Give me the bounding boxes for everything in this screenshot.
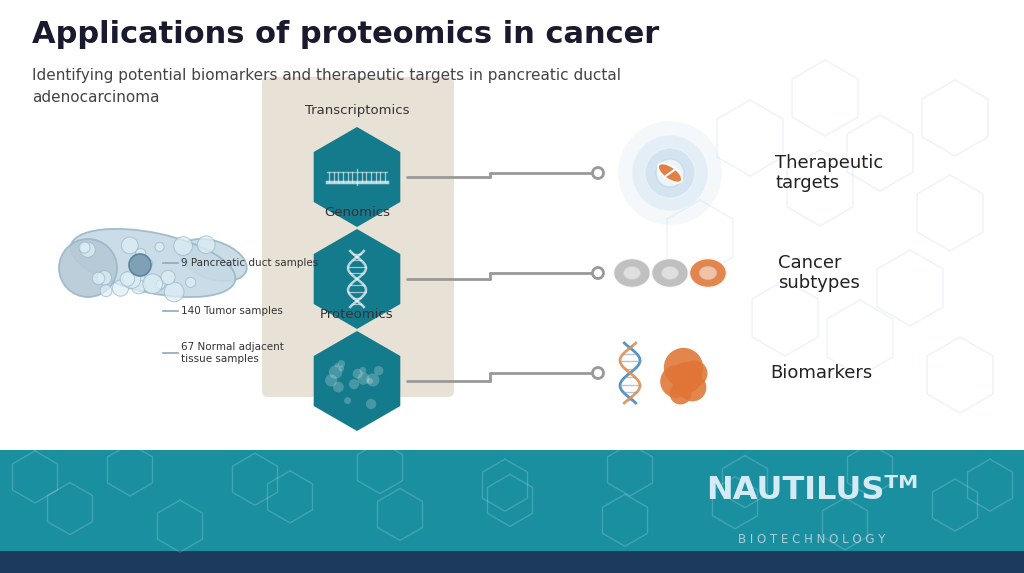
Circle shape: [135, 249, 145, 259]
Text: NAUTILUSᵀᴹ: NAUTILUSᵀᴹ: [706, 475, 919, 506]
Ellipse shape: [71, 229, 236, 297]
Circle shape: [174, 237, 193, 256]
Polygon shape: [313, 229, 400, 329]
Text: Cancer
subtypes: Cancer subtypes: [778, 254, 860, 292]
Text: 67 Normal adjacent
tissue samples: 67 Normal adjacent tissue samples: [181, 342, 284, 364]
Circle shape: [618, 121, 722, 225]
Ellipse shape: [662, 266, 679, 280]
Text: Genomics: Genomics: [324, 206, 390, 219]
Circle shape: [335, 363, 339, 367]
Circle shape: [367, 374, 380, 387]
Ellipse shape: [613, 258, 651, 288]
Circle shape: [338, 360, 345, 368]
Ellipse shape: [624, 266, 640, 280]
Polygon shape: [313, 127, 400, 227]
Circle shape: [161, 270, 175, 285]
Circle shape: [198, 236, 215, 254]
Circle shape: [326, 374, 337, 386]
Ellipse shape: [689, 258, 727, 288]
Point: [672, 388, 688, 398]
Circle shape: [366, 399, 376, 409]
Text: Applications of proteomics in cancer: Applications of proteomics in cancer: [32, 20, 659, 49]
Circle shape: [367, 378, 373, 384]
Circle shape: [123, 270, 140, 288]
Circle shape: [656, 159, 684, 187]
Ellipse shape: [179, 239, 247, 281]
Circle shape: [122, 237, 138, 254]
Circle shape: [113, 280, 129, 296]
Text: B I O T E C H N O L O G Y: B I O T E C H N O L O G Y: [738, 533, 886, 546]
Text: Proteomics: Proteomics: [321, 308, 394, 321]
Circle shape: [352, 369, 362, 379]
Circle shape: [357, 372, 370, 385]
Circle shape: [131, 280, 145, 294]
Text: 9 Pancreatic duct samples: 9 Pancreatic duct samples: [181, 258, 318, 268]
Circle shape: [155, 280, 165, 290]
Circle shape: [333, 382, 344, 393]
Circle shape: [359, 367, 367, 374]
Circle shape: [374, 366, 383, 375]
Circle shape: [632, 135, 708, 211]
Circle shape: [97, 270, 112, 285]
Ellipse shape: [658, 163, 682, 183]
Circle shape: [100, 285, 112, 297]
Point: [678, 372, 694, 382]
Circle shape: [344, 397, 351, 404]
Circle shape: [593, 167, 603, 179]
Circle shape: [129, 254, 151, 276]
Circle shape: [157, 280, 165, 289]
Text: Therapeutic
targets: Therapeutic targets: [775, 154, 884, 193]
Ellipse shape: [59, 239, 117, 297]
Circle shape: [92, 272, 104, 285]
Circle shape: [645, 148, 695, 198]
FancyBboxPatch shape: [262, 77, 454, 397]
Ellipse shape: [651, 258, 689, 288]
Circle shape: [79, 242, 90, 253]
Ellipse shape: [699, 266, 717, 280]
Circle shape: [143, 274, 163, 293]
Circle shape: [80, 242, 95, 257]
Circle shape: [130, 271, 145, 286]
Circle shape: [155, 242, 164, 252]
Circle shape: [339, 366, 344, 371]
Circle shape: [593, 268, 603, 278]
Point: [684, 382, 700, 391]
Circle shape: [593, 367, 603, 379]
Point: [668, 376, 684, 386]
Text: Biomarkers: Biomarkers: [770, 364, 872, 382]
Text: Identifying potential biomarkers and therapeutic targets in pancreatic ductal
ad: Identifying potential biomarkers and the…: [32, 68, 621, 105]
Text: 140 Tumor samples: 140 Tumor samples: [181, 306, 283, 316]
Bar: [0, 551, 1024, 573]
Circle shape: [144, 259, 153, 268]
Polygon shape: [313, 331, 400, 431]
Bar: [0, 450, 1024, 573]
Point: [686, 368, 702, 378]
Point: [675, 362, 691, 371]
Circle shape: [329, 366, 342, 379]
Circle shape: [185, 277, 196, 288]
Circle shape: [165, 282, 184, 302]
Circle shape: [120, 272, 135, 286]
Circle shape: [349, 379, 359, 389]
Text: Transcriptomics: Transcriptomics: [305, 104, 410, 117]
